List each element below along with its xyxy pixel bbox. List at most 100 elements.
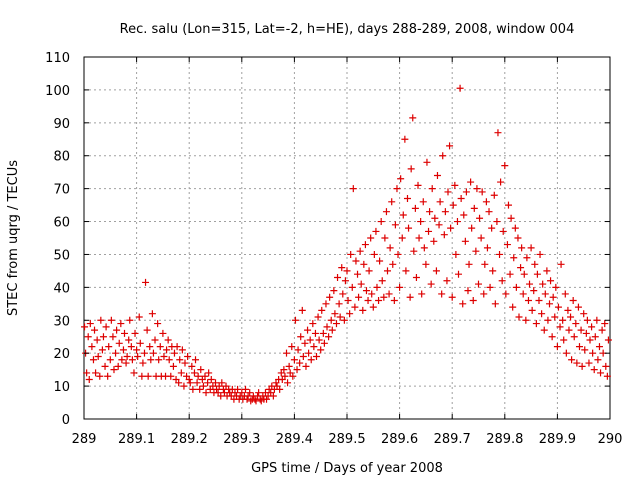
data-point — [553, 343, 561, 351]
data-point — [552, 283, 560, 291]
data-point — [336, 313, 344, 321]
data-point — [601, 320, 609, 328]
data-point — [497, 178, 505, 186]
data-point — [436, 198, 444, 206]
data-point — [135, 313, 143, 321]
data-point — [364, 297, 372, 305]
data-point — [298, 306, 306, 314]
data-point — [420, 244, 428, 252]
data-point — [435, 221, 443, 229]
data-point — [94, 352, 102, 360]
data-point — [468, 224, 476, 232]
data-point — [549, 293, 557, 301]
data-point — [430, 237, 438, 245]
x-tick-label: 289 — [72, 432, 97, 447]
data-point — [491, 300, 499, 308]
data-point — [144, 372, 152, 380]
data-point — [123, 352, 131, 360]
data-point — [185, 376, 193, 384]
data-point — [128, 356, 136, 364]
data-point — [294, 346, 302, 354]
data-point — [565, 326, 573, 334]
data-point — [441, 208, 449, 216]
data-point — [140, 349, 148, 357]
data-point — [93, 336, 101, 344]
data-point — [419, 198, 427, 206]
data-point — [204, 379, 212, 387]
data-point — [177, 369, 185, 377]
data-point — [175, 379, 183, 387]
data-point — [472, 247, 480, 255]
data-point — [360, 260, 368, 268]
data-point — [81, 323, 89, 331]
data-point — [493, 218, 501, 226]
data-point — [188, 362, 196, 370]
data-point — [370, 250, 378, 258]
data-point — [361, 241, 369, 249]
data-point — [594, 356, 602, 364]
data-point — [151, 336, 159, 344]
data-point — [573, 359, 581, 367]
data-point — [564, 306, 572, 314]
data-point — [375, 297, 383, 305]
data-point — [351, 303, 359, 311]
data-point — [318, 306, 326, 314]
data-point — [595, 343, 603, 351]
data-point — [142, 278, 150, 286]
data-point — [423, 158, 431, 166]
data-point — [314, 313, 322, 321]
data-point — [597, 369, 605, 377]
data-point — [205, 369, 213, 377]
data-point — [433, 171, 441, 179]
data-point — [113, 326, 121, 334]
y-tick-label: 20 — [53, 347, 70, 362]
data-point — [109, 333, 117, 341]
data-point — [139, 359, 147, 367]
data-point — [431, 214, 439, 222]
data-point — [299, 352, 307, 360]
data-point — [540, 326, 548, 334]
data-point — [107, 316, 115, 324]
data-point — [394, 250, 402, 258]
data-point — [305, 349, 313, 357]
data-point — [480, 290, 488, 298]
data-point — [546, 300, 554, 308]
data-point — [557, 260, 565, 268]
data-point — [402, 267, 410, 275]
data-point — [483, 244, 491, 252]
data-point — [446, 142, 454, 150]
y-tick-label: 0 — [62, 413, 70, 428]
data-point — [341, 277, 349, 285]
data-point — [146, 343, 154, 351]
data-point — [105, 343, 113, 351]
x-tick-label: 289.5 — [328, 432, 365, 447]
data-point — [165, 356, 173, 364]
data-point — [438, 290, 446, 298]
data-point — [405, 224, 413, 232]
data-point — [288, 343, 296, 351]
data-point — [477, 234, 485, 242]
data-point — [332, 320, 340, 328]
data-points — [81, 84, 612, 405]
x-axis-label: GPS time / Days of year 2008 — [251, 461, 443, 476]
data-point — [527, 244, 535, 252]
data-point — [136, 339, 144, 347]
data-point — [418, 290, 426, 298]
data-point — [367, 234, 375, 242]
data-point — [349, 185, 357, 193]
data-point — [201, 372, 209, 380]
data-point — [591, 333, 599, 341]
y-tick-label: 40 — [53, 281, 70, 296]
data-point — [582, 329, 590, 337]
data-point — [328, 326, 336, 334]
data-point — [575, 343, 583, 351]
data-point — [464, 287, 472, 295]
data-point — [488, 224, 496, 232]
data-point — [503, 241, 511, 249]
y-axis-label: STEC from uqrg / TECUs — [6, 160, 21, 316]
data-point — [585, 359, 593, 367]
y-tick-label: 10 — [53, 380, 70, 395]
data-point — [192, 356, 200, 364]
data-point — [125, 336, 133, 344]
